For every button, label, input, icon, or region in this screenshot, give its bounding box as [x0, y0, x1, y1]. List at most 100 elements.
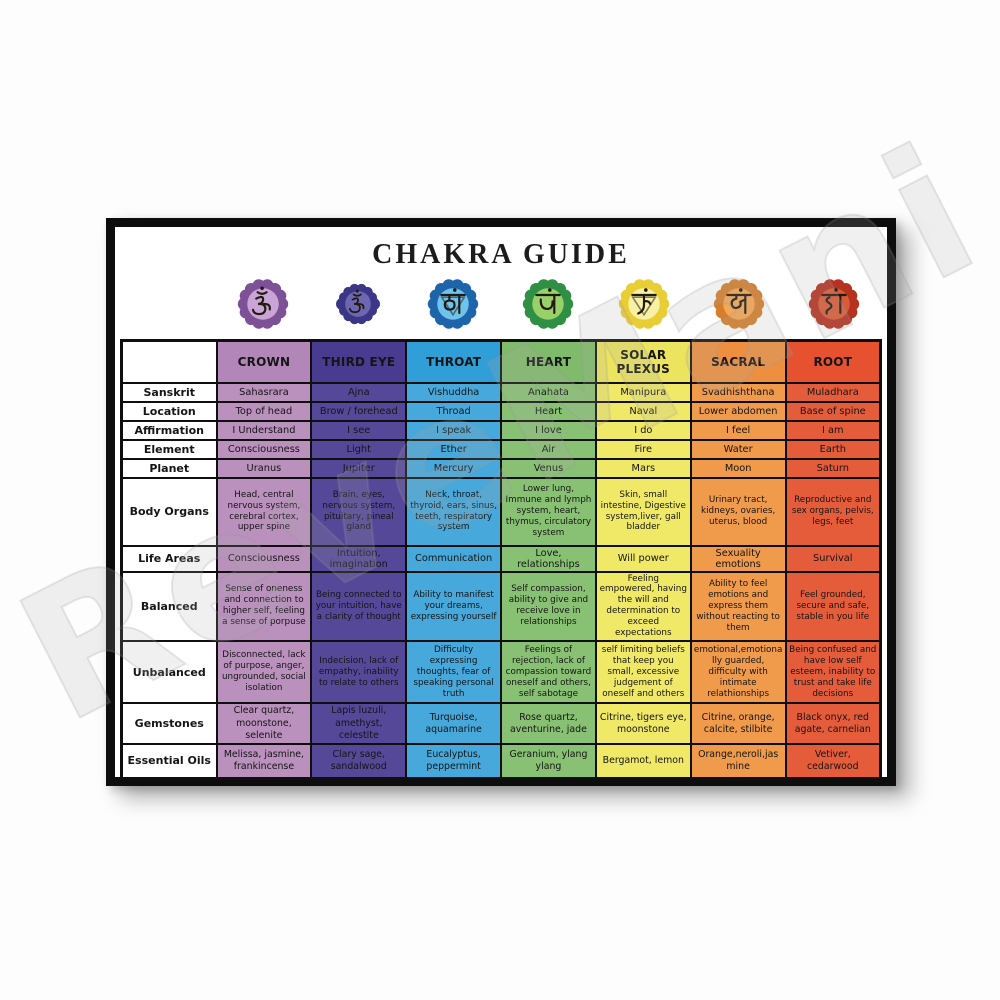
column-header-sacral: SACRAL — [689, 339, 787, 384]
cell: Sense of oneness and connection to highe… — [215, 570, 313, 643]
cell: Sahasrara — [215, 381, 313, 403]
cell: Anahata — [500, 381, 597, 403]
cell: Intuition, imagination — [310, 544, 408, 573]
row-label-unbalanced: Unbalanced — [120, 640, 218, 705]
cell: Neck, throat, thyroid, ears, sinus, teet… — [405, 476, 503, 547]
cell: Consciousness — [215, 544, 313, 573]
cell: Difficulty expressing thoughts, fear of … — [405, 640, 503, 705]
cell: Top of head — [215, 400, 313, 422]
cell: I love — [500, 419, 597, 441]
cell: Indecision, lack of empathy, inability t… — [310, 640, 408, 705]
third-eye-chakra-om-icon — [335, 282, 380, 326]
cell: Being confused and have low self esteem,… — [784, 640, 882, 705]
cell: Earth — [784, 438, 882, 460]
cell: I Understand — [215, 419, 313, 441]
column-header-crown: CROWN — [215, 339, 313, 384]
cell: Sexuality emotions — [689, 544, 787, 573]
cell: Feeling empowered, having the will and d… — [594, 570, 692, 643]
chakra-symbols-row — [120, 277, 882, 331]
cell: I feel — [689, 419, 787, 441]
cell: Vishuddha — [405, 381, 503, 403]
cell: Throad — [405, 400, 503, 422]
cell: Skin, small intestine, Digestive system,… — [594, 476, 692, 547]
column-header-throat: THROAT — [405, 339, 503, 384]
cell: Base of spine — [784, 400, 882, 422]
cell: Naval — [594, 400, 692, 422]
cell: Water — [689, 438, 787, 460]
cell: Will power — [594, 544, 692, 573]
solar-plexus-chakra-ram-icon — [617, 277, 671, 331]
cell: Turquoise, aquamarine — [405, 702, 503, 746]
cell: I do — [594, 419, 692, 441]
cell: Clear quartz, moonstone, selenite — [215, 702, 313, 746]
cell: Love, relationships — [500, 544, 597, 573]
cell: Clary sage, sandalwood — [310, 743, 408, 780]
cell: Ajna — [310, 381, 408, 403]
cell: Self compassion, ability to give and rec… — [500, 570, 597, 643]
cell: Survival — [784, 544, 882, 573]
cell: Manipura — [594, 381, 692, 403]
cell: Brain, eyes, nervous system, pituitary, … — [310, 476, 408, 547]
chakra-guide-poster: CHAKRA GUIDE CROWN THIRD EYE — [115, 227, 887, 780]
cell: Lapis luzuli, amethyst, celestite — [310, 702, 408, 746]
cell: Eucalyptus, peppermint — [405, 743, 503, 780]
row-label-sanskrit: Sanskrit — [120, 381, 218, 403]
row-label-location: Location — [120, 400, 218, 422]
row-label-body-organs: Body Organs — [120, 476, 218, 547]
root-chakra-lam-icon — [807, 277, 861, 331]
column-header-third-eye: THIRD EYE — [310, 339, 408, 384]
row-label-planet: Planet — [120, 457, 218, 479]
throat-chakra-ham-icon — [426, 277, 480, 331]
cell: Moon — [689, 457, 787, 479]
column-header-solar-plexus: SOLAR PLEXUS — [594, 339, 692, 384]
cell: Being connected to your intuition, have … — [310, 570, 408, 643]
cell: Saturn — [784, 457, 882, 479]
cell: Head, central nervous system, cerebral c… — [215, 476, 313, 547]
cell: emotional,emotionally guarded, difficult… — [689, 640, 787, 705]
cell: Urinary tract, kidneys, ovaries, uterus,… — [689, 476, 787, 547]
cell: Orange,neroli,jasmine — [689, 743, 787, 780]
sacral-chakra-vam-icon — [712, 277, 766, 331]
cell: Consciousness — [215, 438, 313, 460]
cell: Bergamot, lemon — [594, 743, 692, 780]
cell: Citrine, orange, calcite, stilbite — [689, 702, 787, 746]
row-label-element: Element — [120, 438, 218, 460]
cell: Feelings of rejection, lack of compassio… — [500, 640, 597, 705]
cell: Lower abdomen — [689, 400, 787, 422]
column-header-root: ROOT — [784, 339, 882, 384]
cell: I see — [310, 419, 408, 441]
cell: Citrine, tigers eye, moonstone — [594, 702, 692, 746]
cell: Rose quartz, aventurine, jade — [500, 702, 597, 746]
row-label-life-areas: Life Areas — [120, 544, 218, 573]
cell: I speak — [405, 419, 503, 441]
row-label-essential-oils: Essential Oils — [120, 743, 218, 780]
cell: Melissa, jasmine, frankincense — [215, 743, 313, 780]
chakra-table: CROWN THIRD EYE THROAT HEART SOLAR PLEXU… — [120, 339, 882, 780]
cell: Ether — [405, 438, 503, 460]
heart-chakra-yam-icon — [521, 277, 575, 331]
cell: Black onyx, red agate, carnelian — [784, 702, 882, 746]
cell: I am — [784, 419, 882, 441]
row-label-balanced: Balanced — [120, 570, 218, 643]
cell: Communication — [405, 544, 503, 573]
cell: Light — [310, 438, 408, 460]
cell: Fire — [594, 438, 692, 460]
cell: Mercury — [405, 457, 503, 479]
row-label-affirmation: Affirmation — [120, 419, 218, 441]
cell: Geranium, ylang ylang — [500, 743, 597, 780]
cell: Brow / forehead — [310, 400, 408, 422]
cell: Uranus — [215, 457, 313, 479]
cell: Heart — [500, 400, 597, 422]
cell: Mars — [594, 457, 692, 479]
cell: Feel grounded, secure and safe, stable i… — [784, 570, 882, 643]
poster-title: CHAKRA GUIDE — [372, 239, 630, 270]
cell: Jupiter — [310, 457, 408, 479]
column-header-heart: HEART — [500, 339, 597, 384]
cell: Lower lung, Immune and lymph system, hea… — [500, 476, 597, 547]
cell: Reproductive and sex organs, pelvis, leg… — [784, 476, 882, 547]
cell: Muladhara — [784, 381, 882, 403]
cell: Ability to manifest your dreams, express… — [405, 570, 503, 643]
corner-cell — [120, 339, 218, 384]
cell: Vetiver, cedarwood — [784, 743, 882, 780]
